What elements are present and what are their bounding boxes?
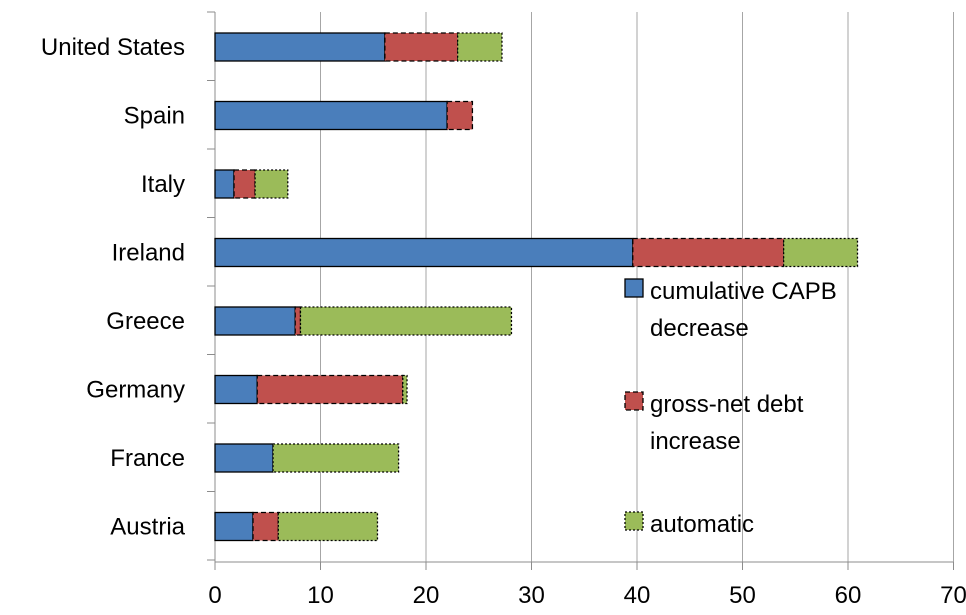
legend-swatch bbox=[624, 511, 644, 531]
bar-segment: Austria — automatic: 9.4 bbox=[277, 511, 379, 542]
legend-label: automatic bbox=[650, 511, 754, 538]
bar-segment: Greece — cumulative CAPB decrease: 7.6 bbox=[214, 306, 296, 336]
x-tick-label: 10 bbox=[307, 582, 334, 609]
bar-segment: Greece — automatic: 20 bbox=[299, 306, 513, 336]
bar-segment: Austria — gross-net debt increase: 2.4 bbox=[252, 511, 279, 542]
x-tick-label: 70 bbox=[940, 582, 966, 609]
legend-swatch bbox=[624, 391, 644, 411]
bar-segment: Spain — cumulative CAPB decrease: 22 bbox=[214, 100, 448, 131]
bar-segment: Spain — gross-net debt increase: 2.4 bbox=[446, 100, 474, 131]
x-tick-label: 40 bbox=[624, 582, 651, 609]
bar-segment: United States — cumulative CAPB decrease… bbox=[214, 32, 386, 62]
bar-segment: United States — gross-net debt increase:… bbox=[384, 32, 459, 62]
legend-label: increase bbox=[650, 428, 741, 455]
y-tick-label: Spain bbox=[124, 103, 185, 130]
bar-segment: United States — automatic: 4.2 bbox=[456, 32, 503, 62]
legend: cumulative CAPB decrease gross-net debt inc… bbox=[624, 278, 837, 538]
bar-segment: Ireland — automatic: 7 bbox=[782, 237, 859, 268]
bar-segment: Germany — cumulative CAPB decrease: 4 bbox=[214, 374, 258, 405]
x-tick-label: 60 bbox=[835, 582, 862, 609]
y-tick-label: Ireland bbox=[112, 240, 185, 267]
legend-label: cumulative CAPB bbox=[650, 278, 837, 305]
y-tick-label: Italy bbox=[141, 171, 185, 198]
bar-segment: Germany — gross-net debt increase: 13.8 bbox=[256, 374, 404, 405]
legend-label: gross-net debt bbox=[650, 391, 804, 418]
legend-label: decrease bbox=[650, 315, 749, 342]
bars: United States — cumulative CAPB decrease… bbox=[214, 32, 859, 542]
y-tick-label: United States bbox=[41, 34, 185, 61]
y-tick-label: France bbox=[110, 445, 185, 472]
bar-segment: Italy — gross-net debt increase: 2 bbox=[233, 169, 256, 199]
bar-segment: Austria — cumulative CAPB decrease: 3.6 bbox=[214, 511, 254, 542]
x-tick-label: 30 bbox=[518, 582, 545, 609]
bar-segment: Germany — automatic: 0.4 bbox=[402, 374, 408, 405]
legend-swatch bbox=[624, 278, 644, 298]
bar-segment: Ireland — cumulative CAPB decrease: 39.6 bbox=[214, 237, 634, 268]
bar-segment: France — automatic: 11.9 bbox=[272, 443, 400, 473]
bar-segment: Italy — automatic: 3.1 bbox=[254, 169, 289, 199]
bar-segment: Italy — cumulative CAPB decrease: 1.8 bbox=[214, 169, 235, 199]
bar-segment: Ireland — gross-net debt increase: 14.3 bbox=[632, 237, 785, 268]
x-tick-label: 0 bbox=[208, 582, 221, 609]
bar-segment: France — cumulative CAPB decrease: 5.5 bbox=[214, 443, 274, 473]
bar-segment: Greece — gross-net debt increase: 0.5 bbox=[294, 306, 302, 336]
x-tick-label: 20 bbox=[413, 582, 440, 609]
y-tick-label: Greece bbox=[106, 308, 185, 335]
y-tick-label: Germany bbox=[86, 377, 185, 404]
tick-labels: 0 10 20 30 40 50 60 70 United States Spain Italy Ir… bbox=[41, 34, 966, 609]
y-tick-label: Austria bbox=[110, 514, 185, 541]
x-tick-label: 50 bbox=[729, 582, 756, 609]
axes bbox=[207, 11, 954, 570]
